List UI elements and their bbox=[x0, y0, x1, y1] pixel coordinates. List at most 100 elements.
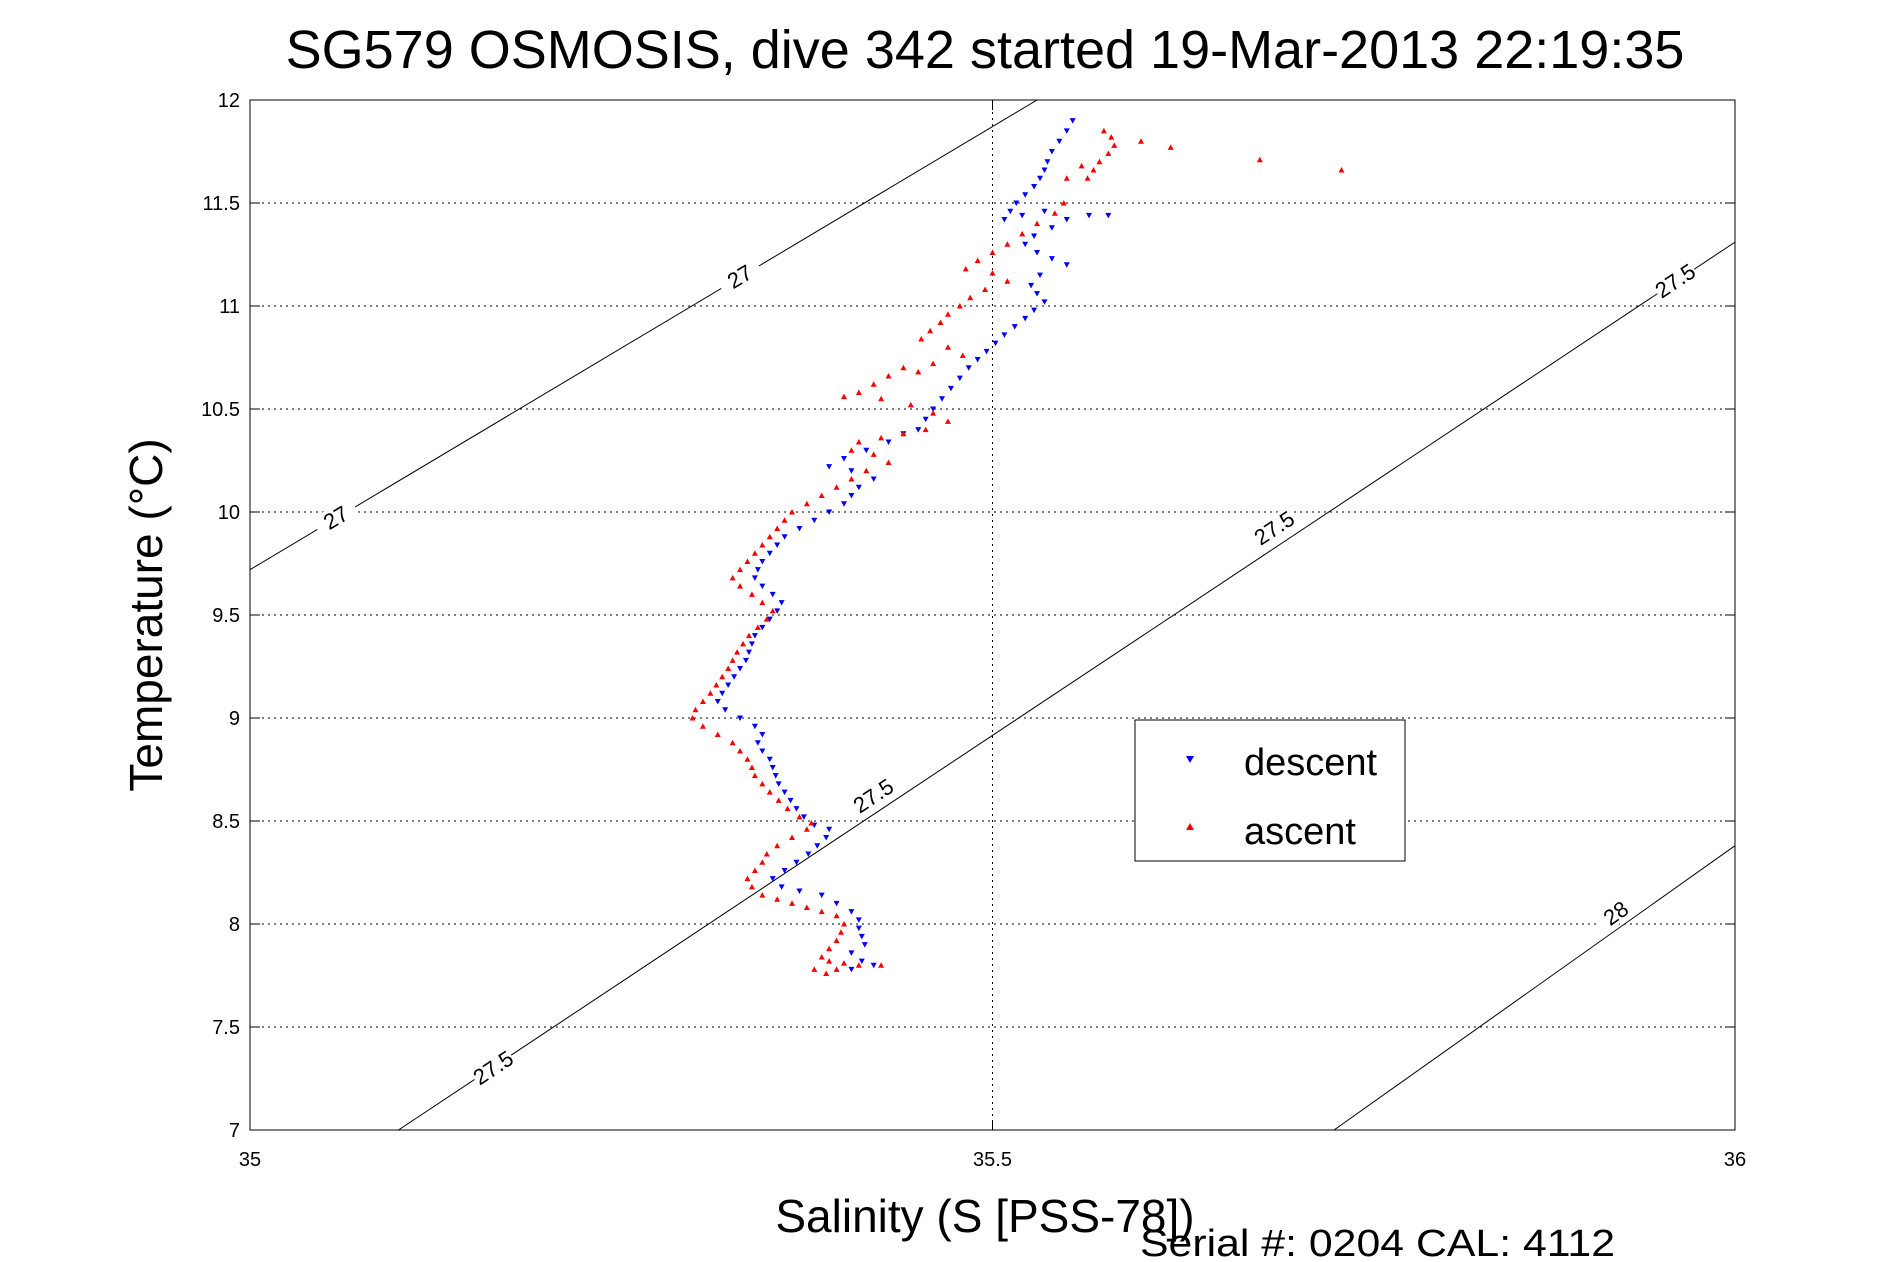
ascent-point bbox=[769, 607, 776, 614]
descent-point bbox=[841, 455, 847, 462]
ascent-point bbox=[744, 875, 751, 882]
ascent-point bbox=[729, 739, 736, 746]
descent-point bbox=[915, 427, 922, 433]
ascent-point bbox=[922, 426, 929, 433]
descent-point bbox=[1034, 291, 1041, 297]
ascent-point bbox=[1034, 220, 1041, 227]
descent-point bbox=[759, 624, 766, 631]
descent-point bbox=[781, 789, 788, 796]
ascent-point bbox=[789, 834, 796, 840]
descent-point bbox=[826, 464, 833, 470]
descent-point bbox=[814, 843, 821, 849]
ascent-point bbox=[808, 820, 815, 826]
descent-point bbox=[1048, 256, 1055, 262]
descent-point bbox=[754, 567, 761, 573]
descent-point bbox=[1048, 225, 1055, 231]
descent-point bbox=[1001, 332, 1008, 338]
ascent-point bbox=[754, 624, 761, 630]
descent-point bbox=[751, 575, 758, 581]
descent-point bbox=[759, 748, 766, 754]
ascent-point bbox=[1338, 167, 1345, 173]
descent-point bbox=[885, 439, 892, 445]
descent-point bbox=[793, 806, 800, 812]
descent-point bbox=[956, 375, 963, 382]
descent-point bbox=[1031, 184, 1038, 190]
descent-point bbox=[731, 674, 738, 680]
ascent-point bbox=[692, 706, 699, 713]
descent-point bbox=[1069, 118, 1076, 124]
ascent-point bbox=[699, 698, 706, 705]
contour-label-background bbox=[1249, 506, 1299, 549]
descent-point bbox=[974, 357, 981, 363]
descent-point bbox=[1022, 315, 1029, 322]
descent-point bbox=[1044, 159, 1051, 165]
descent-point bbox=[1001, 216, 1008, 223]
ascent-point bbox=[944, 344, 951, 350]
ascent-point bbox=[689, 715, 696, 721]
ascent-point bbox=[841, 921, 847, 927]
descent-point bbox=[759, 731, 766, 738]
descent-point bbox=[1063, 128, 1070, 134]
ascent-point bbox=[826, 958, 833, 964]
ascent-point bbox=[967, 294, 974, 301]
x-tick-label: 35 bbox=[239, 1149, 261, 1171]
descent-point bbox=[1028, 282, 1035, 289]
ascent-point bbox=[803, 904, 810, 911]
descent-point bbox=[861, 942, 868, 948]
descent-point bbox=[759, 583, 766, 590]
descent-point bbox=[930, 406, 937, 412]
descent-point bbox=[848, 950, 855, 956]
ascent-point bbox=[766, 789, 773, 795]
y-tick-label: 8.5 bbox=[212, 811, 240, 833]
descent-point bbox=[796, 888, 803, 895]
ascent-point bbox=[907, 401, 914, 408]
ascent-point bbox=[838, 929, 845, 935]
descent-point bbox=[781, 867, 788, 874]
y-tick-label: 12 bbox=[218, 90, 240, 112]
descent-point bbox=[778, 884, 785, 890]
ascent-point bbox=[870, 381, 877, 387]
ascent-point bbox=[789, 509, 796, 515]
contour-line-27.5 bbox=[398, 241, 1736, 1131]
descent-point bbox=[772, 773, 779, 779]
descent-point bbox=[826, 509, 833, 515]
descent-point bbox=[863, 447, 870, 454]
ascent-point bbox=[759, 541, 766, 548]
ascent-point bbox=[763, 850, 770, 857]
y-tick-label: 11 bbox=[219, 296, 240, 318]
ascent-point bbox=[989, 249, 996, 255]
y-tick-label: 9 bbox=[229, 708, 240, 730]
ascent-point bbox=[927, 327, 934, 334]
descent-point bbox=[769, 591, 776, 598]
descent-point bbox=[823, 834, 830, 841]
ascent-point bbox=[944, 311, 951, 317]
ascent-point bbox=[748, 591, 755, 597]
descent-point bbox=[826, 826, 833, 833]
ascent-point bbox=[1063, 175, 1070, 181]
contour-label-background bbox=[1650, 259, 1700, 302]
ascent-point bbox=[974, 257, 981, 264]
ascent-point bbox=[937, 319, 944, 325]
ascent-point bbox=[707, 690, 714, 696]
ascent-point bbox=[1138, 138, 1144, 144]
ascent-point bbox=[870, 451, 877, 457]
descent-point bbox=[1041, 299, 1048, 305]
ascent-point bbox=[763, 616, 770, 622]
ascent-point bbox=[885, 459, 892, 466]
ascent-point bbox=[1084, 175, 1091, 181]
ascent-point bbox=[1256, 156, 1263, 163]
descent-point bbox=[1031, 233, 1038, 239]
ascent-point bbox=[714, 731, 721, 737]
ascent-point bbox=[885, 373, 892, 379]
descent-point bbox=[1031, 307, 1038, 314]
descent-point bbox=[778, 600, 785, 606]
descent-point bbox=[751, 633, 758, 639]
y-tick-label: 10.5 bbox=[201, 399, 240, 421]
descent-point bbox=[737, 715, 744, 721]
descent-point bbox=[848, 909, 855, 915]
ascent-point bbox=[744, 558, 751, 564]
descent-point bbox=[947, 385, 954, 392]
descent-point bbox=[1013, 200, 1020, 206]
legend: descent ascent bbox=[1134, 719, 1406, 862]
series-descent bbox=[714, 118, 1112, 973]
